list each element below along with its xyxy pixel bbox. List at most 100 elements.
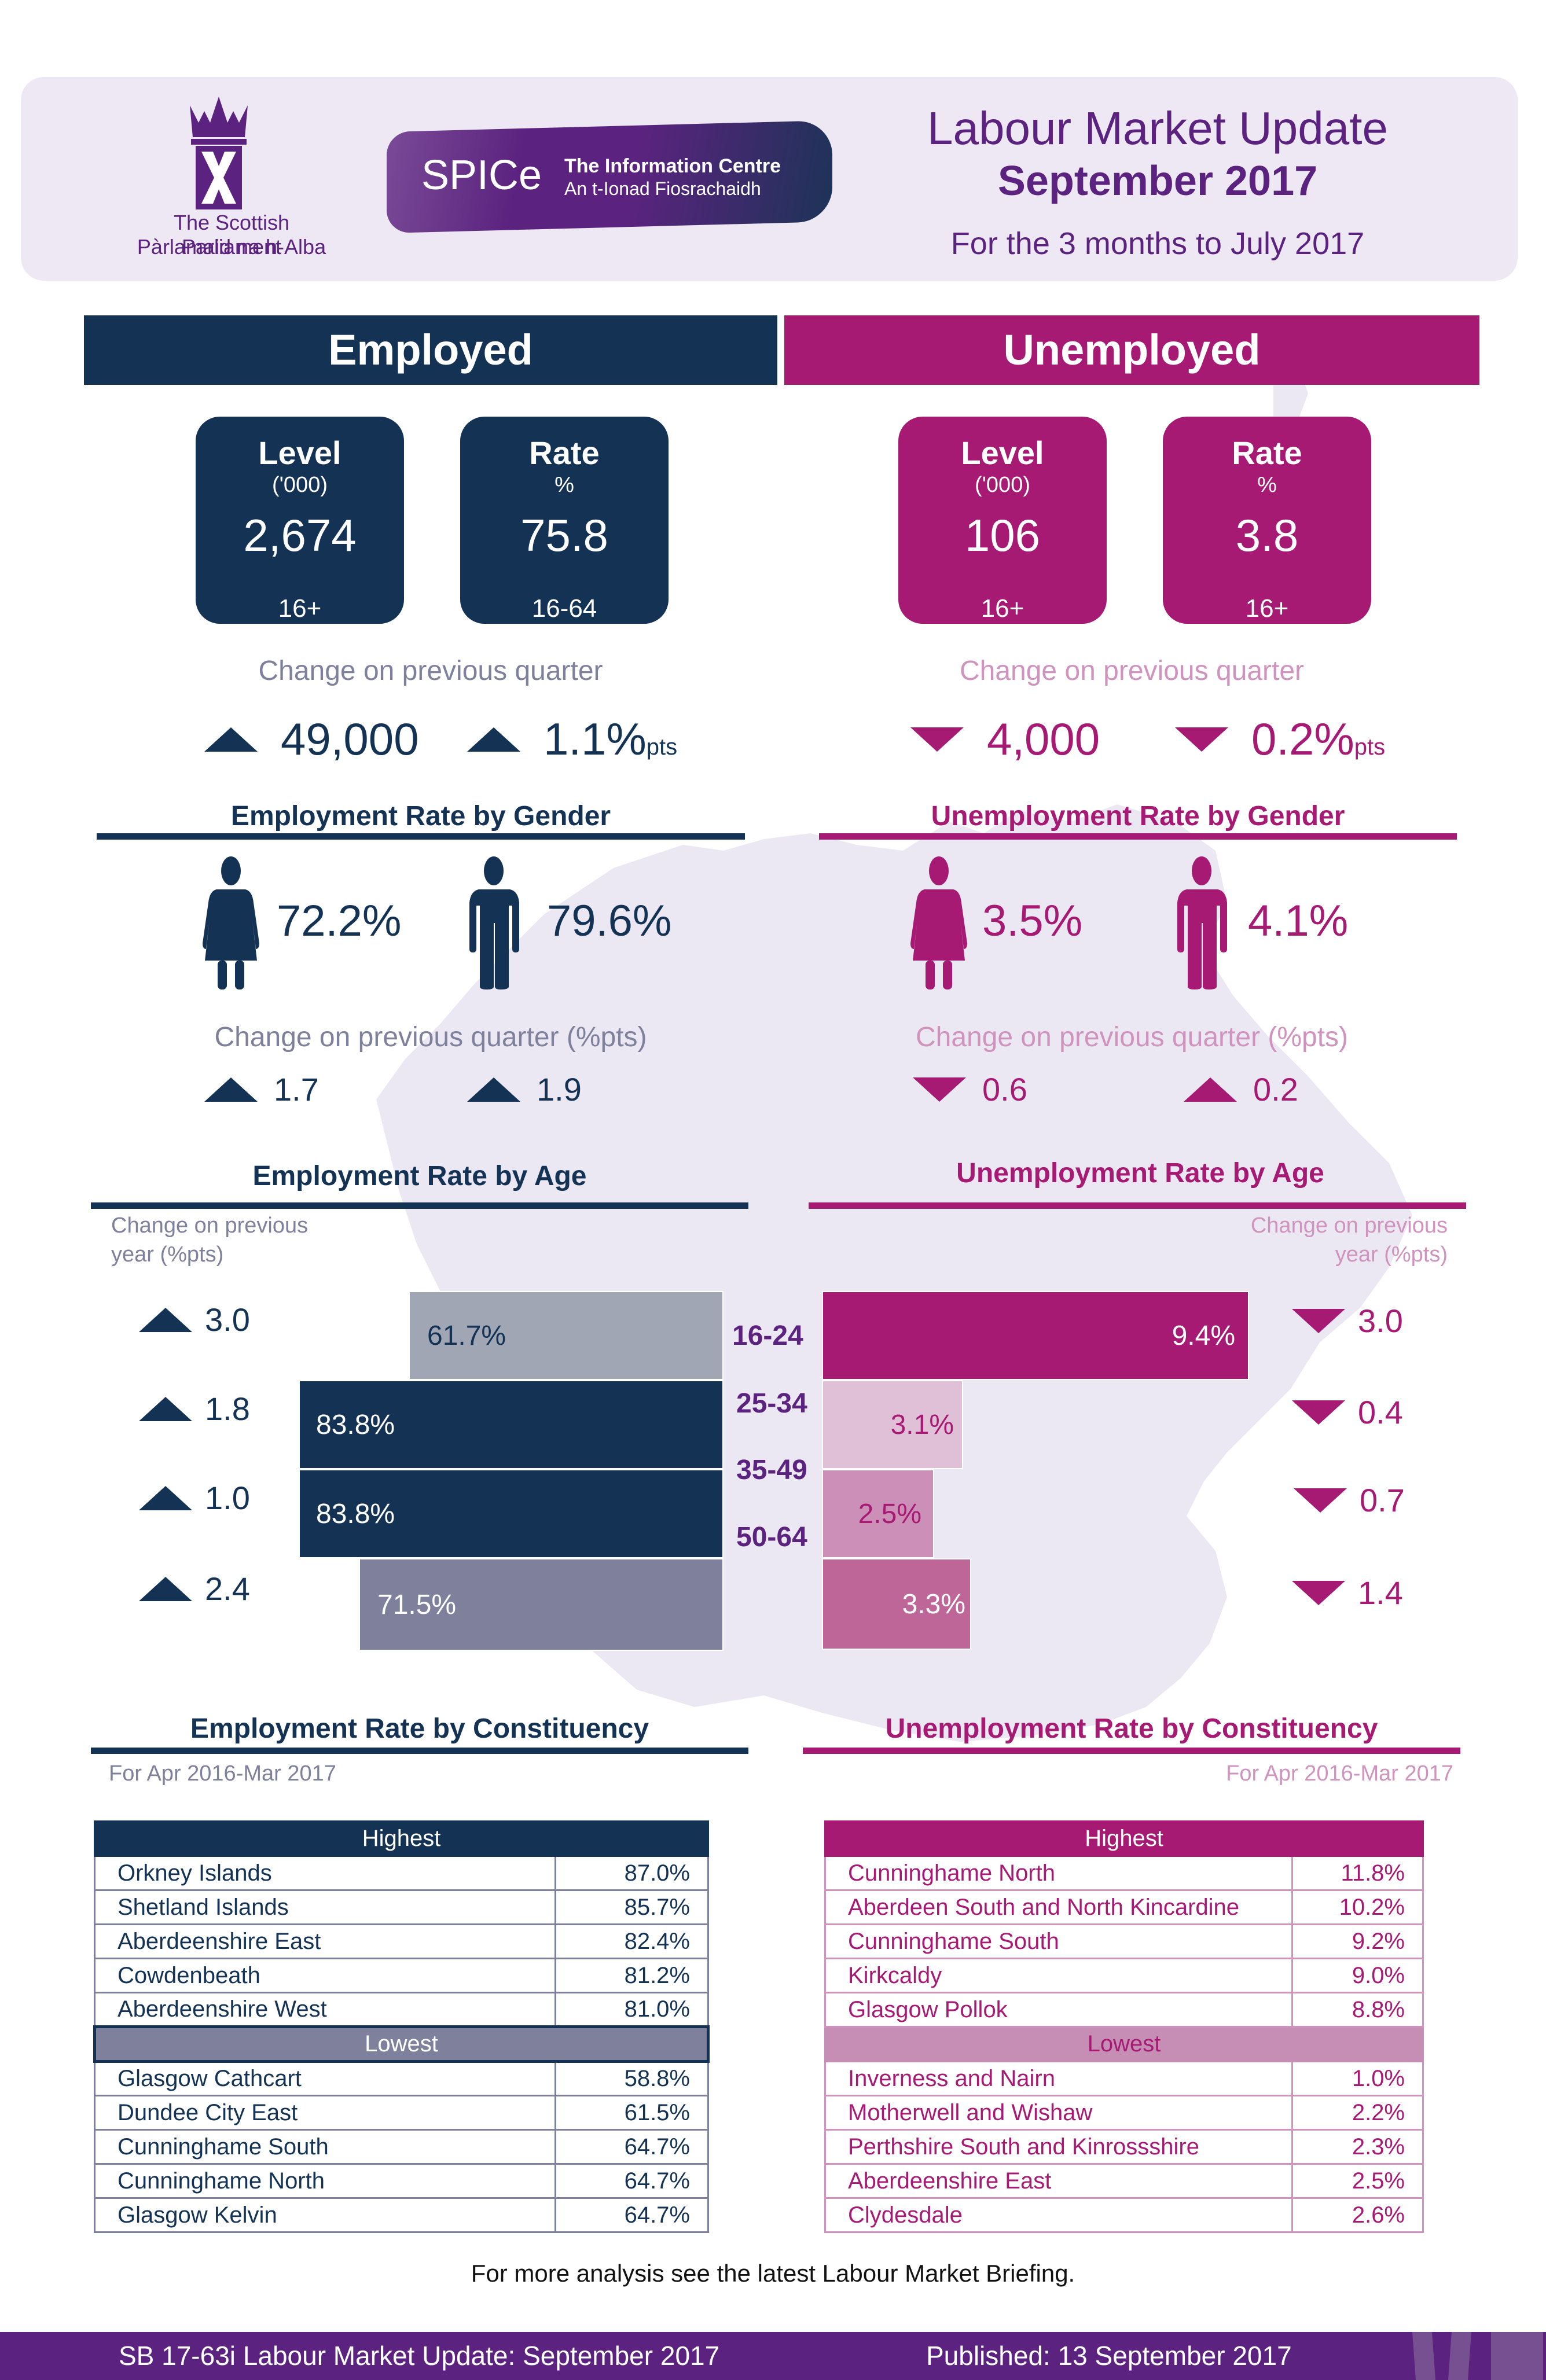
table-row: Aberdeen South and North Kincardine 10.2%	[824, 1889, 1424, 1925]
table-row: Shetland Islands 85.7%	[94, 1889, 710, 1925]
employed-male-rate: 79.6%	[547, 896, 672, 946]
card-unit: ('000)	[975, 473, 1030, 497]
employed-female-rate: 72.2%	[277, 896, 402, 946]
employed-gender-change-label: Change on previous quarter (%pts)	[214, 1022, 647, 1053]
card-value: 75.8	[520, 510, 608, 561]
constituency-name: Clydesdale	[824, 2197, 1294, 2233]
card-age: 16-64	[531, 594, 597, 623]
constituency-value: 8.8%	[1291, 1992, 1424, 2028]
constituency-value: 2.3%	[1291, 2129, 1424, 2165]
employment-age-title: Employment Rate by Age	[252, 1161, 587, 1191]
constituency-name: Glasgow Cathcart	[94, 2061, 556, 2096]
employed-male-change: 1.9	[467, 1071, 582, 1108]
unemployed-rate-card: Rate % 3.8 16+	[1163, 417, 1371, 624]
unemp-age-change-50-64: 1.4	[1292, 1574, 1403, 1612]
employment-bar-50-64: 71.5%	[359, 1558, 724, 1651]
table-row: Aberdeenshire East 82.4%	[94, 1923, 710, 1959]
constituency-name: Cunninghame South	[824, 1923, 1294, 1959]
up-arrow-icon	[139, 1396, 192, 1421]
age-band-16-24: 16-24	[732, 1320, 803, 1351]
table-row: Cunninghame North 11.8%	[824, 1855, 1424, 1891]
employment-bar-16-24: 61.7%	[409, 1291, 724, 1380]
header-cell: Highest	[824, 1820, 1424, 1857]
table-row: Orkney Islands 87.0%	[94, 1855, 710, 1891]
unemployed-gender-change-label: Change on previous quarter (%pts)	[915, 1022, 1349, 1053]
scottish-parliament-crest-icon	[190, 97, 248, 209]
employed-rate-change: 1.1%pts	[467, 713, 677, 766]
employment-constituency-period: For Apr 2016-Mar 2017	[109, 1761, 336, 1786]
change-value: 0.2%	[1251, 713, 1354, 764]
employed-age-change-label: Change on previous year (%pts)	[111, 1211, 308, 1269]
unemployed-change-label: Change on previous quarter	[959, 656, 1305, 686]
constituency-name: Aberdeenshire West	[94, 1992, 556, 2028]
page-title: Labour Market Update	[927, 102, 1388, 154]
employment-bar-35-49: 83.8%	[299, 1469, 724, 1558]
constituency-name: Aberdeenshire East	[824, 2163, 1294, 2199]
table-row: Cunninghame South 64.7%	[94, 2129, 710, 2165]
table-row: Dundee City East 61.5%	[94, 2095, 710, 2131]
card-age: 16+	[1245, 594, 1289, 623]
constituency-value: 2.5%	[1291, 2163, 1424, 2199]
down-arrow-icon	[910, 727, 964, 752]
table-row: Glasgow Cathcart 58.8%	[94, 2061, 710, 2096]
constituency-value: 2.6%	[1291, 2197, 1424, 2233]
constituency-value: 82.4%	[554, 1923, 710, 1959]
unemployment-age-title: Unemployment Rate by Age	[956, 1158, 1324, 1189]
table-header-lowest: Lowest	[93, 2025, 710, 2063]
constituency-value: 9.2%	[1291, 1923, 1424, 1959]
change-value: 49,000	[281, 713, 419, 764]
down-arrow-icon	[1175, 727, 1228, 752]
section-divider	[97, 833, 745, 840]
constituency-name: Cowdenbeath	[94, 1958, 556, 1993]
up-arrow-icon	[204, 1077, 258, 1102]
table-row: Cowdenbeath 81.2%	[94, 1958, 710, 1993]
unemployed-male-change: 0.2	[1184, 1071, 1298, 1108]
card-value: 106	[964, 510, 1041, 561]
unemp-age-change-25-34: 0.4	[1292, 1393, 1403, 1431]
unemployment-bar-25-34: 3.1%	[822, 1380, 963, 1469]
constituency-value: 87.0%	[554, 1855, 710, 1891]
unemployment-gender-title: Unemployment Rate by Gender	[931, 801, 1345, 832]
more-analysis-note: For more analysis see the latest Labour …	[471, 2260, 1075, 2287]
constituency-value: 64.7%	[554, 2197, 710, 2233]
table-row: Clydesdale 2.6%	[824, 2197, 1424, 2233]
unemployed-female-change: 0.6	[913, 1071, 1027, 1108]
constituency-value: 58.8%	[554, 2061, 710, 2096]
table-row: Cunninghame South 9.2%	[824, 1923, 1424, 1959]
change-value: 0.6	[982, 1071, 1027, 1108]
label-line: Change on previous	[111, 1213, 309, 1238]
age-change-35-49: 1.0	[139, 1479, 250, 1517]
age-band-25-34: 25-34	[736, 1388, 807, 1419]
label-line: Change on previous	[1250, 1213, 1448, 1238]
unemployed-level-change: 4,000	[910, 713, 1100, 766]
section-divider	[809, 1202, 1466, 1209]
parliament-name-gd: Pàrlamaid na h-Alba	[137, 235, 326, 259]
constituency-value: 11.8%	[1291, 1855, 1424, 1891]
table-header-highest: Highest	[94, 1820, 709, 1857]
unemployed-male-rate: 4.1%	[1248, 896, 1349, 946]
published-date: Published: 13 September 2017	[926, 2341, 1292, 2371]
up-arrow-icon	[139, 1485, 192, 1510]
employment-gender-title: Employment Rate by Gender	[230, 801, 611, 832]
employed-female-change: 1.7	[204, 1071, 319, 1108]
down-arrow-icon	[913, 1077, 966, 1102]
change-value: 0.4	[1358, 1394, 1403, 1430]
unemployed-age-change-label: Change on previous year (%pts)	[1251, 1211, 1448, 1269]
constituency-name: Cunninghame South	[94, 2129, 556, 2165]
header-cell: Highest	[94, 1820, 709, 1857]
table-row: Cunninghame North 64.7%	[94, 2163, 710, 2199]
table-row: Kirkcaldy 9.0%	[824, 1958, 1424, 1993]
constituency-name: Glasgow Kelvin	[94, 2197, 556, 2233]
table-row: Glasgow Pollok 8.8%	[824, 1992, 1424, 2028]
down-arrow-icon	[1294, 1488, 1347, 1513]
card-label: Level	[258, 435, 341, 471]
card-unit: %	[1257, 473, 1277, 497]
unemployment-bar-35-49: 2.5%	[822, 1469, 934, 1558]
table-header-lowest: Lowest	[824, 2026, 1424, 2062]
header-cell: Lowest	[824, 2026, 1424, 2062]
table-row: Motherwell and Wishaw 2.2%	[824, 2095, 1424, 2131]
unemployed-level-card: Level ('000) 106 16+	[898, 417, 1107, 624]
card-age: 16+	[278, 594, 322, 623]
employment-constituency-title: Employment Rate by Constituency	[190, 1713, 649, 1744]
down-arrow-icon	[1292, 1308, 1345, 1333]
